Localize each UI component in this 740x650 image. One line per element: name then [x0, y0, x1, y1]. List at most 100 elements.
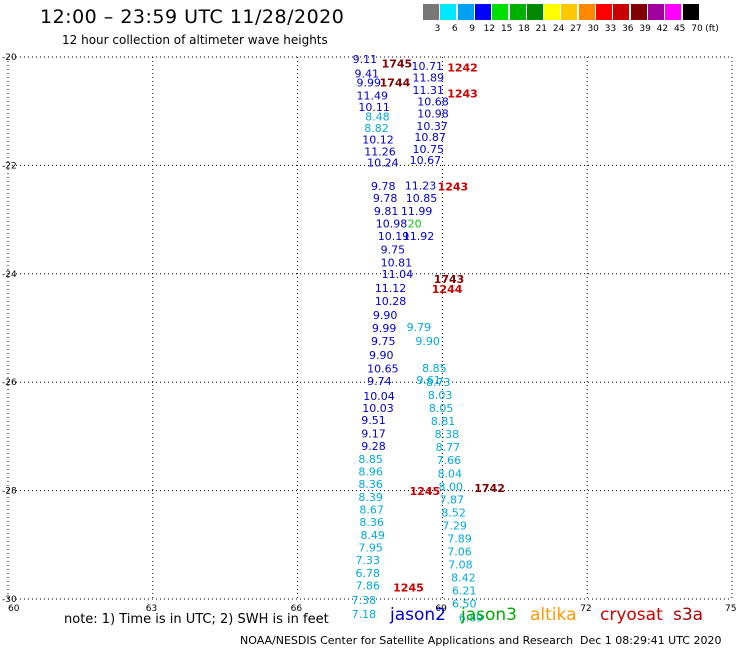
legend-label: 45 [673, 24, 686, 34]
legend-label: 39 [639, 24, 651, 34]
legend-swatch [613, 4, 631, 20]
legend-label: 6 [451, 24, 458, 34]
mission-cryosat: cryosat [600, 605, 663, 625]
x-tick-label: 72 [580, 604, 591, 614]
mission-altika: altika [530, 605, 577, 625]
data-point-label: 9.11 [353, 53, 378, 66]
data-point-label: 11.49 [356, 89, 388, 102]
legend-label: 36 [622, 24, 634, 34]
data-point-label: 10.19 [378, 230, 410, 243]
mission-jason3: jason3 [461, 605, 517, 625]
data-point-label: 9.75 [381, 243, 406, 256]
legend-swatch [544, 4, 562, 20]
data-point-label: 8.73 [426, 376, 451, 389]
data-point-label: 9.90 [415, 335, 440, 348]
legend-swatch [526, 4, 544, 20]
data-point-label: 1242 [447, 61, 478, 74]
data-point-label: 7.95 [358, 542, 383, 555]
y-tick-label: -26 [2, 378, 17, 388]
data-point-label: 7.89 [447, 532, 472, 545]
data-point-label: 7.29 [442, 519, 467, 532]
legend-swatch [682, 4, 700, 20]
data-point-label: 8.67 [359, 504, 384, 517]
legend-swatch [509, 4, 527, 20]
legend-swatch [630, 4, 648, 20]
legend-label: 27 [570, 24, 582, 34]
data-point-label: 11.31 [412, 84, 444, 97]
data-point-label: 1244 [432, 283, 463, 296]
y-tick-label: -22 [2, 161, 17, 171]
data-point-label: 7.18 [352, 608, 377, 621]
x-tick-label: 69 [435, 604, 447, 614]
data-point-label: 10.12 [362, 133, 394, 146]
data-point-label: 8.85 [422, 362, 447, 375]
data-point-label: 11.04 [382, 268, 414, 281]
data-point-label: 10.28 [375, 295, 407, 308]
legend-label: 3 [434, 24, 441, 34]
data-point-label: 9.75 [371, 335, 396, 348]
data-point-label: 1745 [382, 58, 413, 71]
data-point-label: 8.03 [428, 389, 453, 402]
data-point-label: 8.05 [429, 402, 454, 415]
data-point-label: 8.52 [441, 506, 466, 519]
x-tick-label: 63 [146, 604, 157, 614]
credit-line: NOAA/NESDIS Center for Satellite Applica… [240, 634, 574, 647]
data-point-label: 8.04 [438, 467, 463, 480]
legend-swatch [596, 4, 613, 20]
y-tick-label: -28 [2, 487, 17, 497]
data-point-label: 20 [408, 217, 422, 230]
legend-label: 18 [518, 24, 530, 34]
legend-swatch [578, 4, 596, 20]
legend-label: 15 [500, 24, 513, 34]
data-point-label: 11.92 [403, 230, 435, 243]
data-point-label: 11.99 [401, 205, 433, 218]
legend-label: 24 [552, 24, 565, 34]
x-tick-label: 75 [725, 604, 736, 614]
data-point-label: 8.96 [358, 466, 383, 479]
chart-subtitle: 12 hour collection of altimeter wave hei… [62, 33, 328, 47]
data-point-label: 9.81 [374, 205, 399, 218]
data-point-label: 9.90 [373, 309, 398, 322]
legend-label: 42 [656, 24, 669, 34]
data-point-label: 10.81 [381, 256, 413, 269]
legend-label: 70 [691, 24, 703, 34]
data-point-label: 9.90 [369, 349, 394, 362]
data-point-label: 9.78 [373, 192, 398, 205]
data-point-label: 8.00 [439, 480, 464, 493]
legend-swatch [423, 4, 440, 20]
data-point-label: 9.61 [416, 374, 441, 387]
legend-swatch [474, 4, 492, 20]
data-point-label: 7.08 [448, 558, 473, 571]
data-point-label: 10.75 [412, 143, 444, 156]
data-point-label: 6.21 [452, 584, 477, 597]
data-point-label: 11.23 [405, 179, 437, 192]
data-point-label: 8.49 [360, 529, 385, 542]
legend-swatch [561, 4, 579, 20]
data-point-label: 11.26 [364, 145, 396, 158]
legend-label: 21 [535, 24, 548, 34]
mission-s3a: s3a [673, 605, 704, 625]
data-point-label: 8.48 [365, 111, 390, 124]
data-point-label: 10.24 [367, 157, 399, 170]
generated-timestamp: Dec 1 08:29:41 UTC 2020 [580, 634, 722, 647]
data-point-label: 9.74 [367, 375, 392, 388]
data-point-label: 8.36 [358, 478, 383, 491]
legend-unit: (ft) [705, 24, 719, 34]
data-point-label: 8.38 [435, 428, 460, 441]
data-point-label: 8.42 [451, 571, 476, 584]
legend-label: 33 [604, 24, 617, 34]
data-point-label: 7.38 [352, 594, 377, 607]
legend-label: 12 [483, 24, 496, 34]
data-point-label: 9.28 [361, 440, 386, 453]
data-point-label: 6.50 [452, 597, 477, 610]
data-point-label: 9.78 [371, 180, 396, 193]
legend-swatch [440, 4, 458, 20]
data-point-label: 10.04 [363, 390, 395, 403]
data-point-label: 6.89 [459, 611, 484, 624]
data-point-label: 7.33 [356, 554, 381, 567]
data-point-label: 10.71 [412, 60, 444, 73]
chart-title: 12:00 – 23:59 UTC 11/28/2020 [40, 6, 345, 28]
x-tick-label: 60 [8, 604, 20, 614]
footer-note: note: 1) Time is in UTC; 2) SWH is in fe… [64, 612, 329, 627]
data-point-label: 7.86 [356, 579, 381, 592]
